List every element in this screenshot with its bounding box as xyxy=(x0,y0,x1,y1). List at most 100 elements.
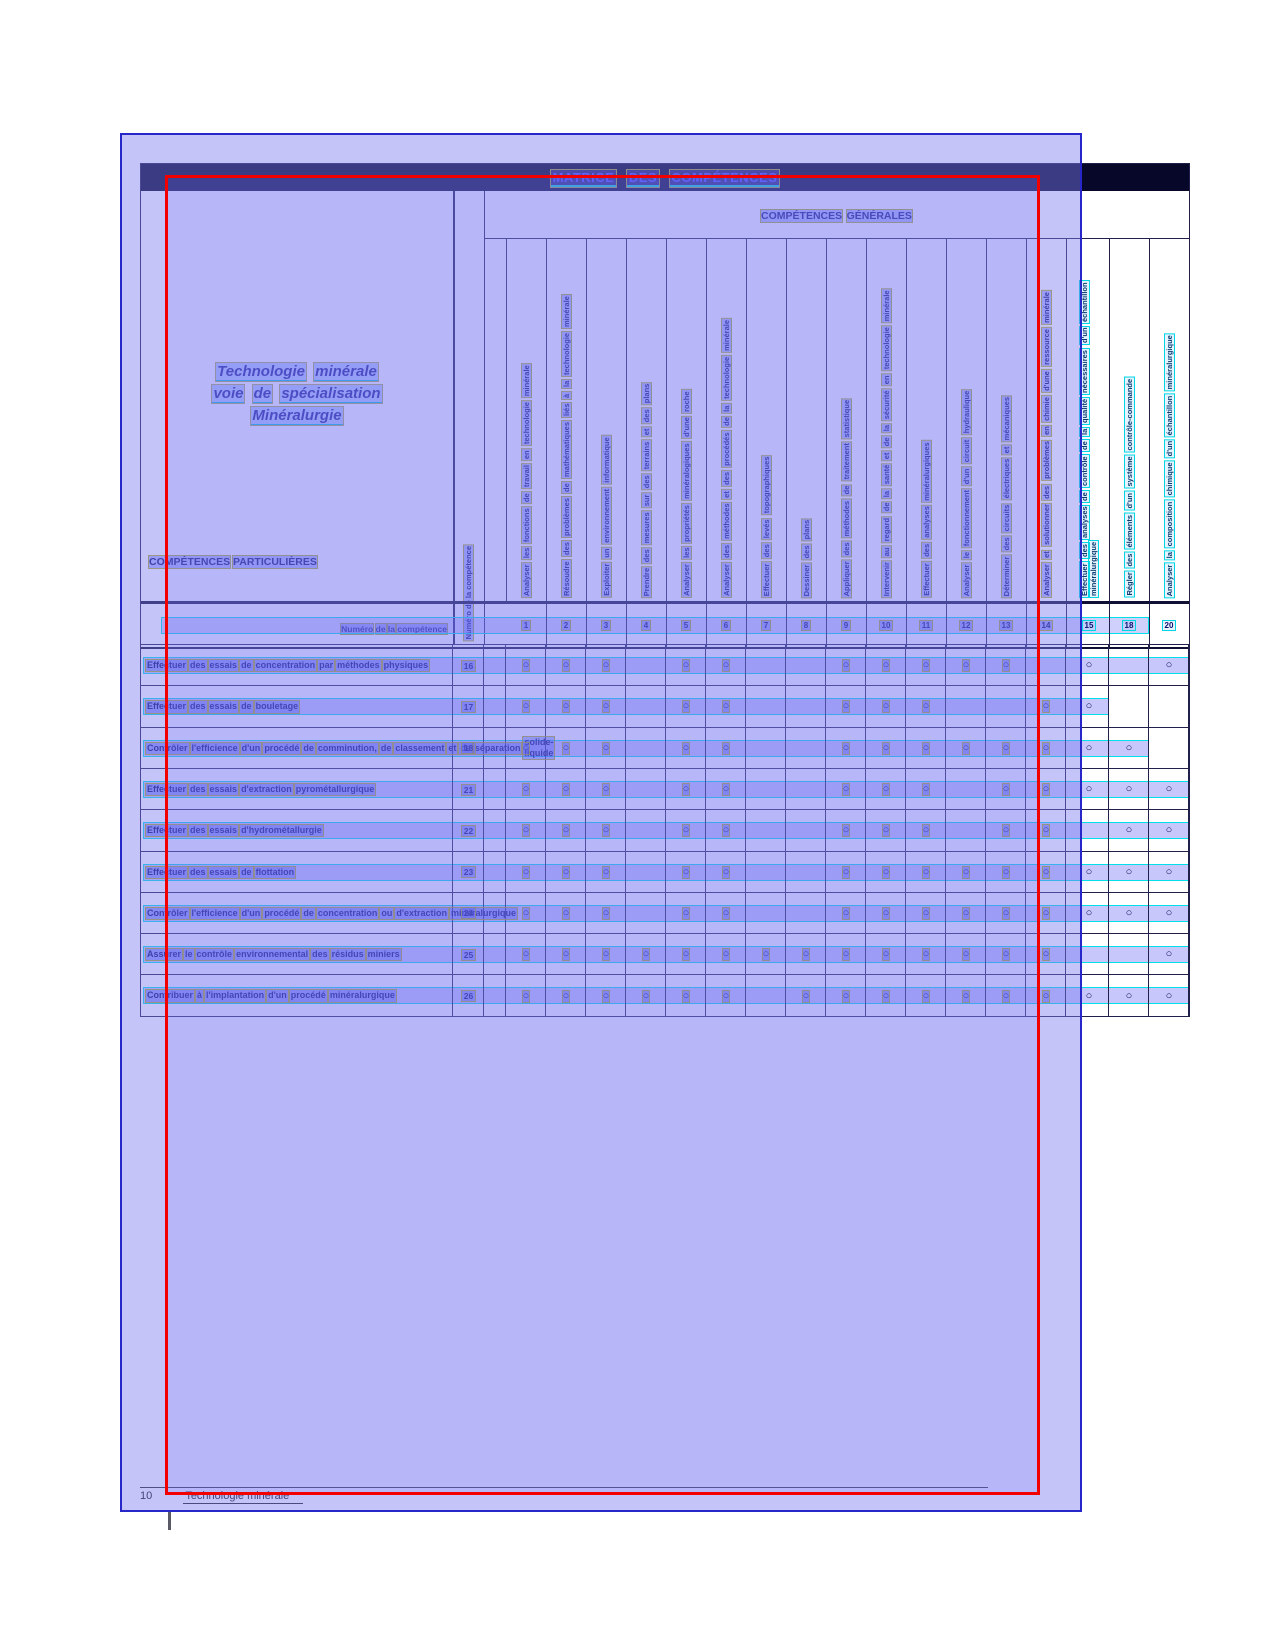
word-highlight-box: la xyxy=(386,623,397,635)
competency-circle-cell: ○ xyxy=(826,686,866,727)
word-highlight-box: PARTICULIÈRES xyxy=(232,555,318,569)
grid-line xyxy=(1108,727,1109,769)
competency-circle: ○ xyxy=(881,989,891,1003)
particular-competency-number: 26 xyxy=(453,975,484,1016)
word-highlight-box: ressource xyxy=(1040,327,1052,367)
word-highlight-box: des xyxy=(560,540,572,558)
grid-line xyxy=(1025,645,1026,687)
program-title: Technologie minérale voie de spécialisat… xyxy=(141,361,453,426)
word-highlight-box: minéralurgique xyxy=(1163,332,1175,391)
competency-circle-cell: ○ xyxy=(1069,645,1109,686)
grid-line xyxy=(1148,768,1149,811)
competency-circle-cell: ○ xyxy=(866,728,906,769)
word-highlight-box: des xyxy=(1000,535,1012,553)
competency-number: 1 xyxy=(520,620,532,631)
grid-line xyxy=(585,892,586,935)
competency-circle: ○ xyxy=(921,741,931,755)
particular-competency-number: 22 xyxy=(453,810,484,851)
grid-line xyxy=(665,768,666,811)
word-highlight-box: spécialisation xyxy=(279,383,383,404)
word-highlight-box: problèmes xyxy=(1040,439,1052,482)
competency-circle: ○ xyxy=(521,989,531,1003)
grid-line xyxy=(825,810,826,852)
word-highlight-box: GÉNÉRALES xyxy=(845,208,913,223)
grid-line xyxy=(1148,975,1149,1017)
grid-line xyxy=(945,892,946,935)
grid-line xyxy=(585,975,586,1017)
grid-line xyxy=(1065,645,1066,687)
grid-line xyxy=(785,727,786,769)
grid-line xyxy=(705,768,706,811)
competency-number-cell: 10 xyxy=(866,604,907,647)
word-highlight-box: l'implantation xyxy=(204,989,267,1003)
competency-circle-cell: ○ xyxy=(826,810,866,851)
grid-line xyxy=(625,727,626,769)
footer-rule xyxy=(140,1487,988,1488)
word-highlight-box: minéralurgiques xyxy=(920,440,932,503)
particular-competency-number-value: 16 xyxy=(460,659,477,672)
competency-circle: ○ xyxy=(1041,865,1051,879)
word-highlight-box: problèmes xyxy=(560,496,572,539)
grid-line xyxy=(745,892,746,935)
competency-circle: ○ xyxy=(561,783,571,797)
grid-line xyxy=(985,727,986,769)
competency-circle-cell: ○ xyxy=(1026,934,1066,975)
word-highlight-box: bouletage xyxy=(253,700,301,714)
competency-circle: ○ xyxy=(1165,865,1173,878)
grid-line xyxy=(825,851,826,893)
competency-circle-cell: ○ xyxy=(706,810,746,851)
competency-circle: ○ xyxy=(601,989,611,1003)
competency-circle: ○ xyxy=(921,659,931,673)
competency-circle: ○ xyxy=(721,948,731,962)
spacer-column xyxy=(484,238,507,601)
word-highlight-box: l'efficience xyxy=(189,741,240,755)
grid-line xyxy=(505,975,506,1017)
grid-line xyxy=(945,975,946,1017)
competency-circle: ○ xyxy=(881,906,891,920)
word-highlight-box: de xyxy=(301,741,316,755)
competency-circle: ○ xyxy=(1085,659,1093,672)
word-highlight-box: des xyxy=(640,546,652,564)
competency-circle-cell: ○ xyxy=(586,893,626,934)
competency-circle-cell: ○ xyxy=(546,852,586,893)
competency-circle-cell: ○ xyxy=(1149,934,1189,975)
competency-circle-cell: ○ xyxy=(666,893,706,934)
word-highlight-box: mécaniques xyxy=(1000,394,1012,443)
grid-line xyxy=(985,768,986,811)
word-highlight-box: des xyxy=(760,542,772,560)
word-highlight-box: Effectuer xyxy=(760,561,772,598)
competency-circle: ○ xyxy=(721,700,731,714)
competency-circle: ○ xyxy=(921,700,931,714)
competency-circle-cell: ○ xyxy=(986,728,1026,769)
grid-line xyxy=(1188,727,1189,769)
competency-circle-cell: ○ xyxy=(586,934,626,975)
word-highlight-box: nécessaires xyxy=(1079,347,1090,395)
competency-circle: ○ xyxy=(681,865,691,879)
competency-circle-cell: ○ xyxy=(906,728,946,769)
grid-line xyxy=(945,768,946,811)
word-highlight-box: minéralurgique xyxy=(327,989,397,1003)
competency-circle: ○ xyxy=(561,659,571,673)
grid-line xyxy=(825,686,826,728)
competency-circle: ○ xyxy=(521,783,531,797)
general-competency-column-header: Exploiter un environnement informatique xyxy=(586,238,627,601)
competency-circle-cell: ○ xyxy=(1069,852,1109,893)
competency-circle: ○ xyxy=(601,783,611,797)
grid-line xyxy=(905,768,906,811)
competency-circle-cell: ○ xyxy=(1069,728,1109,769)
grid-line xyxy=(545,934,546,976)
grid-line xyxy=(905,727,906,769)
competency-circle: ○ xyxy=(561,824,571,838)
grid-line xyxy=(505,768,506,811)
competency-circle: ○ xyxy=(1041,783,1051,797)
grid-line xyxy=(585,810,586,852)
word-highlight-box: minérale xyxy=(520,362,532,398)
word-highlight-box: de xyxy=(560,481,572,495)
competency-circle-cell: ○ xyxy=(906,934,946,975)
word-highlight-box: d'un xyxy=(1123,491,1135,511)
word-highlight-box: flottation xyxy=(253,865,297,879)
word-highlight-box: minérale xyxy=(880,287,892,323)
word-highlight-box: COMPÉTENCES xyxy=(760,208,844,223)
page-number: 10 xyxy=(140,1490,153,1502)
grid-line xyxy=(1025,892,1026,935)
